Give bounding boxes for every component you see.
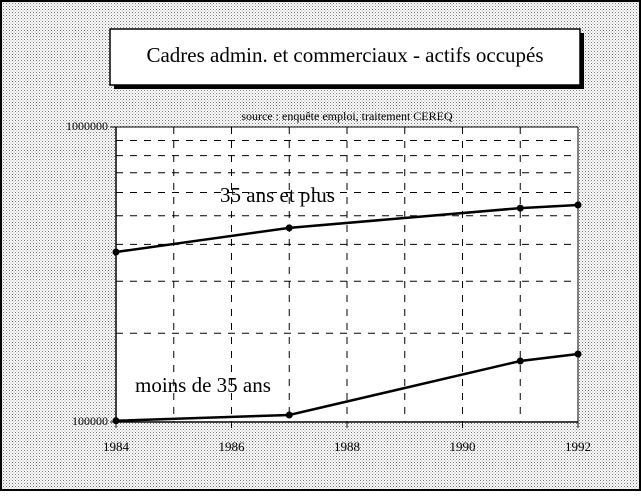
data-point	[574, 201, 582, 209]
data-point	[285, 224, 293, 232]
title-shadow	[580, 33, 584, 89]
series-label: moins de 35 ans	[135, 373, 271, 397]
data-point	[112, 248, 120, 256]
x-tick-label: 1984	[103, 439, 130, 454]
series-label: 35 ans et plus	[220, 183, 335, 207]
data-point	[285, 411, 293, 419]
series-line	[115, 352, 579, 422]
plot-area	[116, 127, 578, 422]
x-tick-label: 1988	[334, 439, 360, 454]
data-point	[112, 417, 120, 425]
x-tick-label: 1990	[450, 439, 476, 454]
chart-subtitle: source : enquête emploi, traitement CERE…	[241, 109, 453, 123]
series-line	[115, 203, 579, 254]
chart-title: Cadres admin. et commerciaux - actifs oc…	[146, 43, 543, 67]
title-box	[109, 28, 581, 86]
title-shadow	[114, 85, 584, 89]
y-tick-label: 100000	[72, 414, 108, 428]
data-point	[574, 350, 582, 358]
data-point	[516, 204, 524, 212]
data-point	[516, 357, 524, 365]
x-tick-label: 1992	[565, 439, 591, 454]
x-tick-label: 1986	[219, 439, 246, 454]
y-tick-label: 1000000	[66, 119, 108, 133]
